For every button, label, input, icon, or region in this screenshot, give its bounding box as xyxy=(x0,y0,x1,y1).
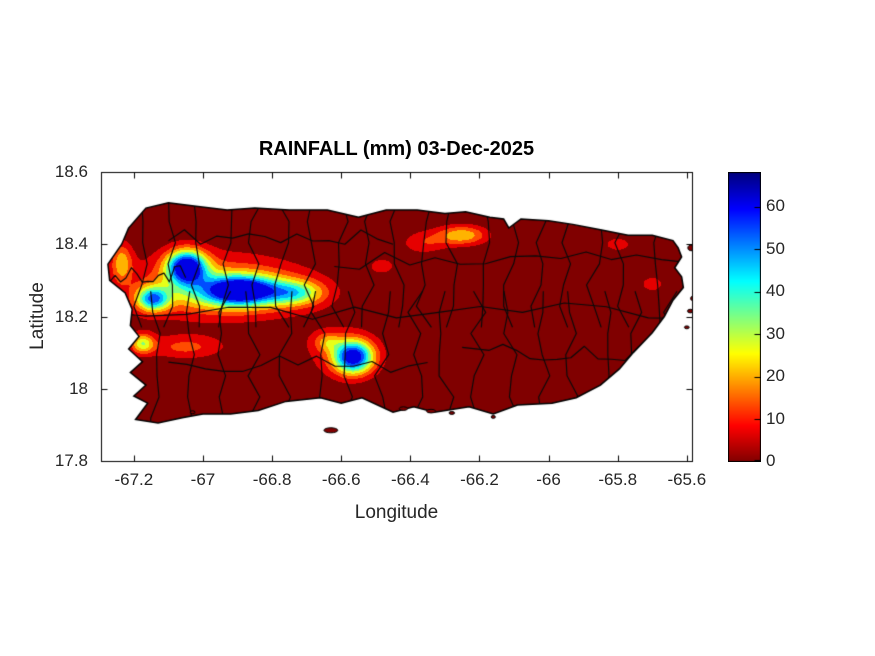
colorbar xyxy=(728,172,761,462)
y-axis-label: Latitude xyxy=(27,282,48,350)
plot-title: RAINFALL (mm) 03-Dec-2025 xyxy=(258,138,535,160)
x-axis-label: Longitude xyxy=(354,502,439,523)
